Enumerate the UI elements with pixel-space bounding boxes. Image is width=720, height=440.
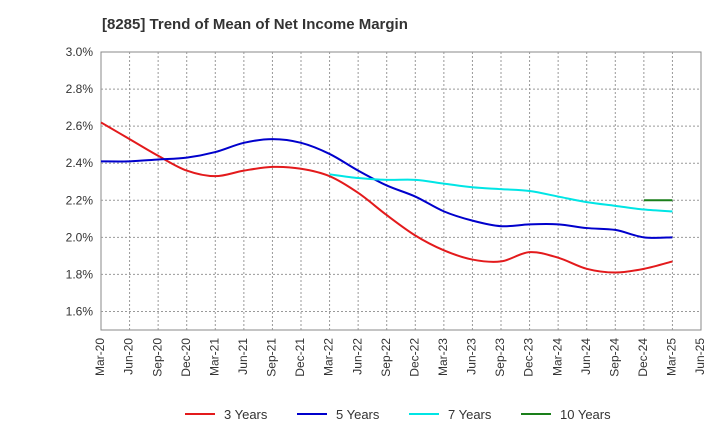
series-line-5-years — [100, 138, 673, 239]
y-tick-label: 2.4% — [66, 156, 94, 170]
x-tick-label: Mar-25 — [665, 338, 679, 376]
chart-title: [8285] Trend of Mean of Net Income Margi… — [102, 16, 408, 33]
series-lines — [100, 121, 673, 274]
x-tick-label: Jun-25 — [693, 338, 707, 375]
y-tick-label: 2.6% — [66, 119, 94, 133]
x-tick-label: Jun-24 — [579, 338, 593, 375]
x-tick-label: Mar-21 — [207, 338, 221, 376]
legend-label-5-years: 5 Years — [336, 407, 380, 422]
y-axis-tick-labels: 1.6% 1.8% 2.0% 2.2% 2.4% 2.6% 2.8% 3.0% — [66, 45, 94, 318]
legend: 3 Years 5 Years 7 Years 10 Years — [185, 407, 611, 422]
legend-label-7-years: 7 Years — [448, 407, 492, 422]
y-tick-label: 3.0% — [66, 45, 94, 59]
x-tick-label: Jun-21 — [236, 338, 250, 375]
x-tick-label: Sep-23 — [493, 338, 507, 377]
series-line-7-years — [329, 173, 673, 213]
x-axis-tick-labels: Mar-20 Jun-20 Sep-20 Dec-20 Mar-21 Jun-21 Sep-… — [93, 338, 707, 377]
x-tick-label: Sep-21 — [265, 338, 279, 377]
y-tick-label: 2.8% — [66, 82, 94, 96]
y-tick-label: 1.6% — [66, 304, 94, 318]
x-tick-label: Jun-20 — [122, 338, 136, 375]
x-tick-label: Sep-24 — [607, 338, 621, 377]
x-tick-label: Jun-22 — [350, 338, 364, 375]
x-tick-label: Sep-20 — [150, 338, 164, 377]
legend-label-10-years: 10 Years — [560, 407, 611, 422]
x-tick-label: Dec-24 — [636, 338, 650, 377]
x-tick-label: Mar-24 — [550, 338, 564, 376]
series-line-3-years — [100, 121, 673, 274]
x-tick-label: Mar-22 — [322, 338, 336, 376]
x-tick-label: Dec-22 — [407, 338, 421, 377]
y-tick-label: 1.8% — [66, 267, 94, 281]
x-tick-label: Dec-23 — [522, 338, 536, 377]
y-tick-label: 2.0% — [66, 230, 94, 244]
x-tick-label: Jun-23 — [465, 338, 479, 375]
legend-label-3-years: 3 Years — [224, 407, 268, 422]
x-tick-label: Sep-22 — [379, 338, 393, 377]
y-tick-label: 2.2% — [66, 193, 94, 207]
grid-lines — [101, 52, 701, 330]
x-tick-label: Dec-21 — [293, 338, 307, 377]
x-tick-label: Mar-20 — [93, 338, 107, 376]
x-tick-label: Dec-20 — [179, 338, 193, 377]
x-tick-label: Mar-23 — [436, 338, 450, 376]
